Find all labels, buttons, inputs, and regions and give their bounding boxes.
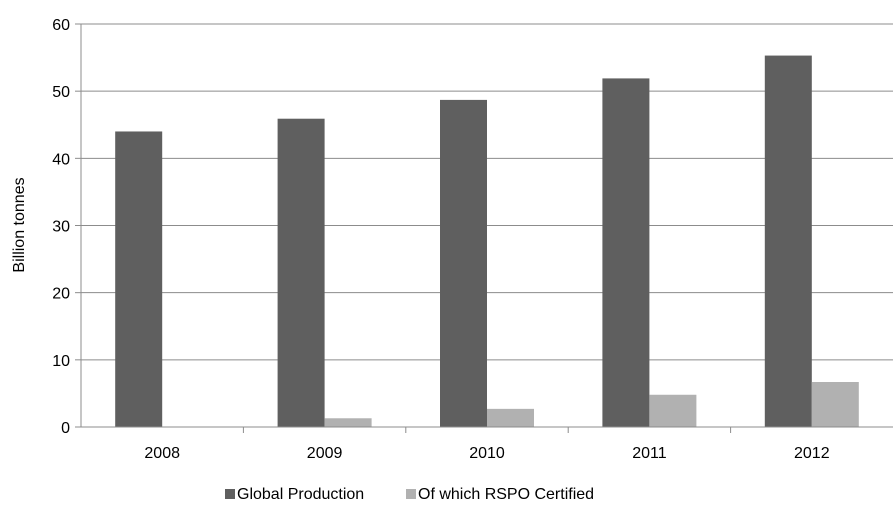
bar-global-production-2011 bbox=[602, 78, 650, 427]
y-tick-label: 60 bbox=[52, 17, 70, 34]
bar-of-which-rspo-certified-2010 bbox=[487, 408, 534, 427]
legend-item: Global Production bbox=[225, 486, 364, 503]
x-tick-label: 2008 bbox=[144, 445, 180, 462]
y-tick-label: 0 bbox=[61, 420, 70, 437]
bar-global-production-2012 bbox=[764, 55, 812, 428]
bar-of-which-rspo-certified-2009 bbox=[324, 418, 372, 427]
bar-global-production-2008 bbox=[115, 131, 163, 427]
x-tick-label: 2012 bbox=[794, 445, 830, 462]
x-tick-label: 2010 bbox=[469, 445, 505, 462]
bar-global-production-2010 bbox=[440, 99, 487, 428]
legend-label: Of which RSPO Certified bbox=[418, 486, 594, 503]
y-tick-label: 20 bbox=[52, 286, 70, 303]
bar-of-which-rspo-certified-2011 bbox=[649, 394, 697, 427]
y-tick-label: 10 bbox=[52, 353, 70, 370]
bar-of-which-rspo-certified-2012 bbox=[811, 381, 859, 427]
legend: Global Production Of which RSPO Certified bbox=[225, 486, 594, 503]
legend-swatch bbox=[406, 489, 416, 499]
y-tick-label: 40 bbox=[52, 151, 70, 168]
x-tick-label: 2011 bbox=[632, 445, 667, 462]
x-tick-label: 2009 bbox=[307, 445, 343, 462]
bars bbox=[115, 55, 859, 428]
bar-global-production-2009 bbox=[277, 118, 325, 427]
legend-label: Global Production bbox=[237, 486, 364, 503]
legend-swatch bbox=[225, 489, 235, 499]
y-tick-label: 50 bbox=[52, 84, 70, 101]
y-axis-title: Billion tonnes bbox=[11, 177, 28, 272]
legend-item: Of which RSPO Certified bbox=[406, 486, 594, 503]
axes: 0 10 20 30 40 50 60 2008 2009 2010 2011 2012 bbox=[52, 17, 893, 462]
y-tick-label: 30 bbox=[52, 219, 70, 236]
